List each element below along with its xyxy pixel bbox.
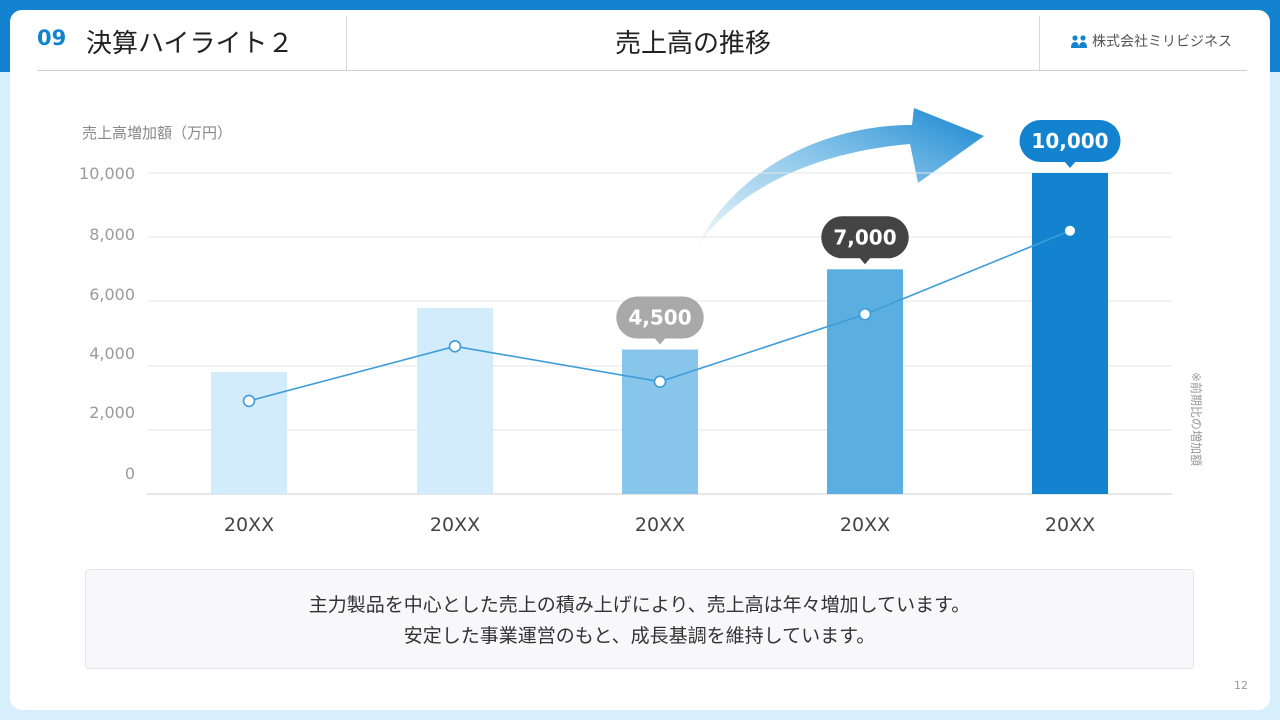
trend-arrow xyxy=(695,108,984,250)
summary-box: 主力製品を中心とした売上の積み上げにより、売上高は年々増加しています。 安定した… xyxy=(85,569,1194,669)
side-note: ※前期比の増加額 xyxy=(1189,372,1204,466)
bar xyxy=(1032,173,1108,494)
y-tick-label: 4,000 xyxy=(89,344,135,363)
value-callout xyxy=(616,296,704,339)
y-tick-label: 0 xyxy=(125,464,135,483)
callout-pointer xyxy=(1064,161,1076,168)
header-rule xyxy=(37,70,1247,71)
callout-pointer xyxy=(654,337,666,345)
x-tick-label: 20XX xyxy=(840,514,890,536)
bar xyxy=(827,269,903,494)
bar xyxy=(417,307,493,494)
company-logo: 株式会社ミリビジネス xyxy=(1070,31,1232,51)
x-tick-label: 20XX xyxy=(1045,514,1095,536)
header-divider-right xyxy=(1039,16,1040,70)
line-point xyxy=(858,307,872,321)
section-title: 決算ハイライト２ xyxy=(86,29,294,59)
header-divider-left xyxy=(346,16,347,70)
value-callout xyxy=(1019,120,1121,162)
value-callout xyxy=(821,216,909,259)
header: 09 決算ハイライト２ 売上高の推移 株式会社ミリビジネス xyxy=(10,10,1270,72)
line-point xyxy=(653,375,667,388)
company-name: 株式会社ミリビジネス xyxy=(1092,34,1232,50)
line-point xyxy=(448,340,462,353)
value-label: 7,000 xyxy=(833,225,896,249)
callout-pointer xyxy=(859,257,871,265)
y-tick-label: 2,000 xyxy=(89,403,135,422)
x-tick-label: 20XX xyxy=(430,514,480,536)
section-number: 09 xyxy=(37,26,67,50)
bar xyxy=(622,349,698,494)
bar xyxy=(211,372,287,494)
x-tick-label: 20XX xyxy=(635,514,685,536)
summary-line-2: 安定した事業運営のもと、成長基調を維持しています。 xyxy=(403,625,876,647)
y-tick-label: 8,000 xyxy=(89,225,135,244)
people-icon xyxy=(1071,35,1087,48)
y-tick-label: 6,000 xyxy=(89,285,135,304)
page-number: 12 xyxy=(1234,679,1248,692)
line-point xyxy=(1065,225,1075,236)
value-label: 10,000 xyxy=(1031,129,1108,153)
y-axis-title: 売上高増加額（万円） xyxy=(82,124,232,142)
line-point xyxy=(242,394,256,408)
x-tick-label: 20XX xyxy=(224,514,274,536)
y-tick-label: 10,000 xyxy=(79,164,135,183)
value-label: 4,500 xyxy=(628,306,691,330)
page-title: 売上高の推移 xyxy=(614,29,771,59)
summary-line-1: 主力製品を中心とした売上の積み上げにより、売上高は年々増加しています。 xyxy=(308,594,971,616)
